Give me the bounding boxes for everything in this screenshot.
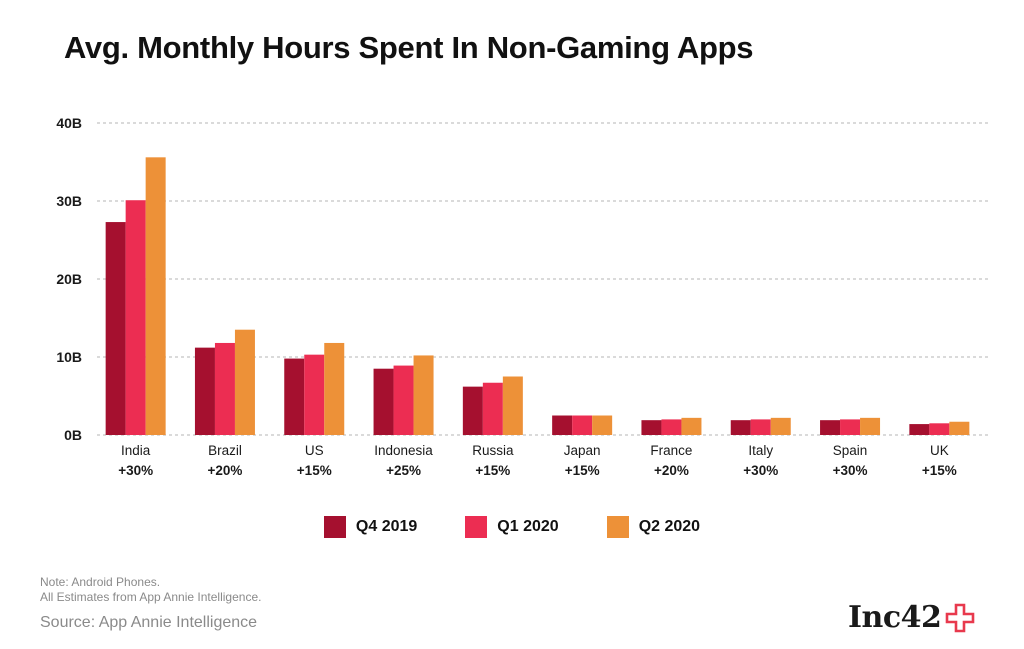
inc42-logo: Inc42 (848, 600, 975, 635)
bar-india-q1-2020 (125, 200, 146, 435)
legend-item-q2-2020: Q2 2020 (606, 516, 701, 538)
chart-title: Avg. Monthly Hours Spent In Non-Gaming A… (64, 30, 754, 65)
source-text: Source: App Annie Intelligence (40, 614, 258, 631)
x-tick-label: US (305, 443, 324, 458)
legend-swatch-q1-2020 (465, 516, 488, 538)
bar-russia-q2-2020 (502, 376, 523, 435)
growth-label: +15% (475, 463, 510, 478)
y-tick-label: 0B (64, 427, 82, 443)
x-tick-label: Japan (564, 443, 601, 458)
growth-label: +30% (743, 463, 778, 478)
bar-brazil-q1-2020 (214, 342, 235, 435)
bar-italy-q1-2020 (750, 419, 771, 435)
footnote-line-1: Note: Android Phones. (40, 575, 161, 589)
legend-label-q2-2020: Q2 2020 (638, 518, 701, 535)
y-tick-label: 20B (56, 271, 82, 287)
bar-japan-q1-2020 (572, 415, 593, 435)
legend-item-q4-2019: Q4 2019 (323, 516, 418, 538)
y-tick-label: 30B (56, 193, 82, 209)
bar-us-q1-2020 (304, 354, 325, 435)
legend-item-q1-2020: Q1 2020 (465, 516, 559, 538)
legend-swatch-q2-2020 (606, 516, 629, 538)
bar-italy-q4-2019 (730, 420, 751, 435)
x-tick-label: UK (930, 443, 949, 458)
footnote: Note: Android Phones. All Estimates from… (40, 575, 261, 605)
x-tick-label: Italy (748, 443, 773, 458)
bar-spain-q2-2020 (860, 417, 881, 435)
bar-indonesia-q1-2020 (393, 365, 414, 435)
bar-uk-q4-2019 (909, 424, 930, 435)
growth-label: +30% (118, 463, 153, 478)
bar-indonesia-q4-2019 (373, 368, 394, 435)
bar-india-q4-2019 (105, 222, 126, 435)
legend-swatch-q4-2019 (323, 516, 346, 538)
bar-indonesia-q2-2020 (413, 355, 434, 435)
bar-spain-q1-2020 (840, 419, 861, 435)
y-tick-label: 10B (56, 349, 82, 365)
bar-japan-q4-2019 (552, 415, 573, 435)
legend-label-q4-2019: Q4 2019 (355, 518, 418, 535)
plus-icon (946, 603, 975, 632)
bar-italy-q2-2020 (770, 417, 791, 435)
bar-us-q2-2020 (324, 342, 345, 435)
x-tick-label: India (121, 443, 151, 458)
x-tick-label: France (650, 443, 692, 458)
bar-uk-q1-2020 (929, 423, 950, 435)
bar-france-q2-2020 (681, 417, 702, 435)
bar-france-q4-2019 (641, 420, 662, 435)
bar-russia-q4-2019 (462, 386, 483, 435)
bar-spain-q4-2019 (820, 420, 841, 435)
bar-russia-q1-2020 (482, 382, 503, 435)
bar-us-q4-2019 (284, 358, 305, 435)
bar-uk-q2-2020 (949, 421, 970, 435)
bar-brazil-q2-2020 (234, 329, 255, 435)
x-tick-label: Indonesia (374, 443, 433, 458)
bar-india-q2-2020 (145, 157, 166, 435)
legend-label-q1-2020: Q1 2020 (497, 518, 559, 535)
bar-france-q1-2020 (661, 419, 682, 435)
growth-label: +15% (297, 463, 332, 478)
bar-japan-q2-2020 (592, 415, 613, 435)
bar-chart: 0B 10B 20B 30B 40B India +30% Brazil +20% US +15% I… (56, 115, 990, 478)
chart-legend: Q4 2019 Q1 2020 Q2 2020 (0, 516, 1024, 538)
y-tick-label: 40B (56, 115, 82, 131)
footnote-line-2: All Estimates from App Annie Intelligenc… (40, 590, 262, 604)
growth-label: +15% (922, 463, 957, 478)
x-tick-label: Brazil (208, 443, 242, 458)
growth-label: +15% (565, 463, 600, 478)
bar-brazil-q4-2019 (194, 347, 215, 435)
growth-label: +20% (207, 463, 242, 478)
x-tick-label: Russia (472, 443, 514, 458)
growth-label: +20% (654, 463, 689, 478)
growth-label: +25% (386, 463, 421, 478)
x-tick-label: Spain (833, 443, 868, 458)
logo-text: Inc42 (848, 600, 942, 635)
growth-label: +30% (833, 463, 868, 478)
